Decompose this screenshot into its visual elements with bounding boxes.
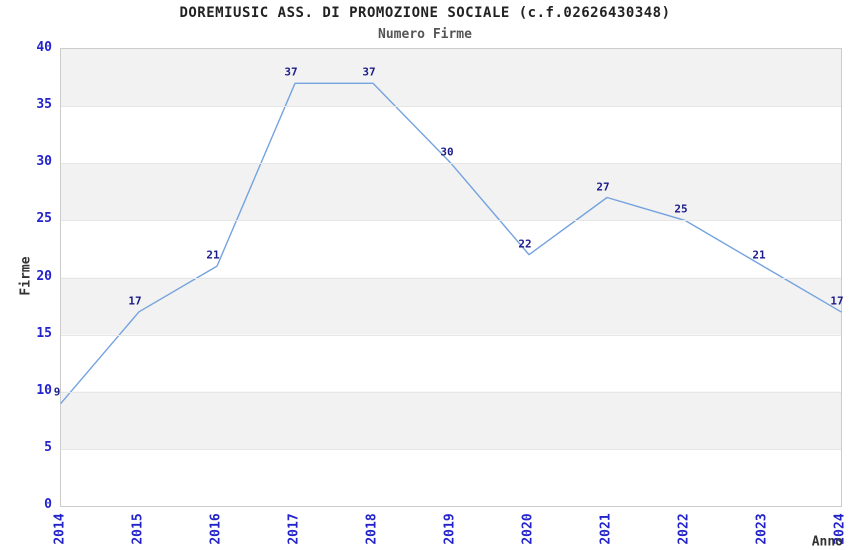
gridline-y-25 [61, 220, 841, 222]
x-tick-label-2017: 2017 [286, 513, 302, 545]
plot-area [60, 48, 842, 507]
y-tick-label-5: 5 [44, 439, 52, 455]
y-tick-label-15: 15 [36, 325, 52, 341]
gridline-y-15 [61, 334, 841, 336]
x-tick-label-2016: 2016 [208, 513, 224, 545]
data-label-2015: 17 [128, 294, 142, 308]
x-tick-label-2014: 2014 [52, 513, 68, 545]
data-label-2020: 22 [518, 237, 532, 251]
x-tick-label-2021: 2021 [598, 513, 614, 545]
y-tick-label-0: 0 [44, 497, 52, 512]
data-label-2021: 27 [596, 180, 610, 194]
data-label-2017: 37 [284, 65, 298, 79]
x-tick-label-2023: 2023 [754, 513, 770, 545]
y-tick-label-40: 40 [36, 40, 52, 55]
data-label-2023: 21 [752, 248, 766, 262]
x-axis-title: Anno [811, 534, 843, 550]
data-label-2014: 9 [53, 385, 61, 399]
x-tick-label-2019: 2019 [442, 513, 458, 545]
y-tick-label-25: 25 [36, 211, 52, 227]
chart-subtitle: Numero Firme [378, 27, 472, 42]
x-tick-label-2018: 2018 [364, 513, 380, 545]
data-label-2018: 37 [362, 65, 376, 79]
chart-title: DOREMIUSIC ASS. DI PROMOZIONE SOCIALE (c… [179, 5, 671, 21]
gridline-y-35 [61, 106, 841, 108]
y-axis-title: Firme [18, 256, 34, 296]
series-polyline [60, 82, 842, 404]
gridline-y-20 [61, 277, 841, 279]
data-label-2022: 25 [674, 202, 688, 216]
gridline-y-10 [61, 391, 841, 393]
data-label-2024: 17 [830, 294, 844, 308]
y-tick-label-10: 10 [36, 382, 52, 398]
y-tick-label-35: 35 [36, 97, 52, 113]
gridline-y-30 [61, 163, 841, 165]
x-tick-label-2022: 2022 [676, 513, 692, 545]
data-label-2016: 21 [206, 248, 220, 262]
gridline-y-5 [61, 448, 841, 450]
x-tick-label-2020: 2020 [520, 513, 536, 545]
y-tick-label-20: 20 [36, 268, 52, 284]
y-tick-label-30: 30 [36, 154, 52, 170]
x-tick-label-2015: 2015 [130, 513, 146, 545]
data-label-2019: 30 [440, 145, 454, 159]
